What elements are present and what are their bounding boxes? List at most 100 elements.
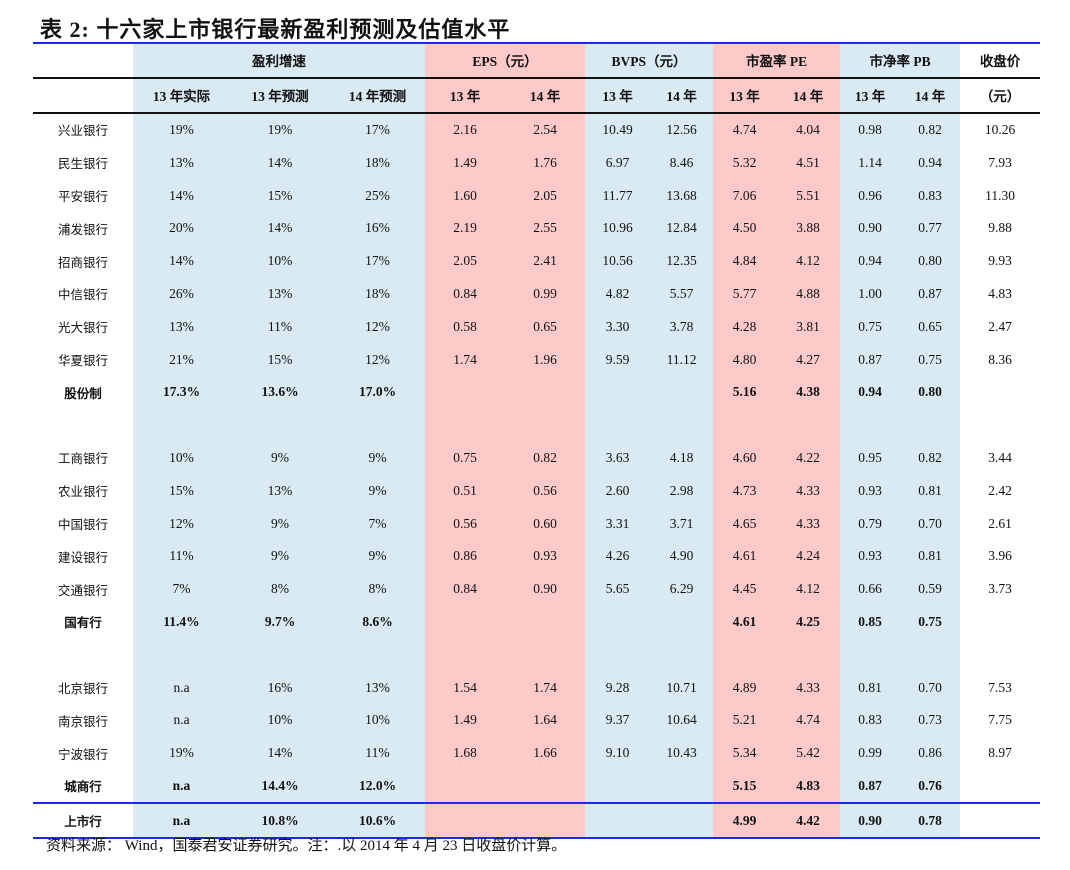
table-cell: 10.43 (650, 736, 714, 770)
table-cell: 14% (230, 146, 330, 180)
table-cell: 0.93 (840, 539, 901, 573)
table-cell: 13% (230, 277, 330, 311)
sub-header: 14 年 (505, 76, 586, 114)
table-cell: 4.28 (713, 310, 777, 344)
table-cell: 12% (133, 507, 230, 540)
table-cell (585, 769, 651, 805)
table-cell: 17% (330, 244, 425, 278)
table-cell: 1.14 (840, 146, 901, 180)
table-cell (585, 375, 651, 409)
table-cell: 9% (330, 441, 425, 475)
table-row: 中信银行 26% 13% 18% 0.84 0.99 4.82 5.57 5.77 4.88 1.0… (33, 277, 1040, 311)
table-cell (505, 803, 586, 840)
bank-name: 兴业银行 (57, 123, 108, 139)
table-cell: 0.59 (900, 572, 961, 606)
table-row: 兴业银行 19% 19% 17% 2.16 2.54 10.49 12.56 4.74 4.04 0… (33, 112, 1040, 147)
table-row: 华夏银行 21% 15% 12% 1.74 1.96 9.59 11.12 4.80 4.27 0.… (33, 343, 1040, 376)
table-cell: 9.10 (585, 736, 651, 770)
table-cell: n.a (133, 769, 230, 805)
table-cell: 0.95 (840, 441, 901, 475)
table-cell: 12.84 (650, 211, 714, 245)
bank-name: 中信银行 (57, 287, 108, 303)
table-cell: 0.70 (900, 671, 961, 704)
table-cell (960, 769, 1041, 805)
table-cell: 0.75 (900, 605, 961, 639)
table-row: 上市行 n.a 10.8% 10.6% 4.99 4.42 0.90 0.78 (33, 803, 1041, 840)
table-cell: 11.4% (133, 605, 230, 639)
table-cell (505, 605, 586, 639)
table-cell: 0.81 (900, 539, 961, 573)
bank-name (33, 638, 133, 671)
table-cell: 14% (133, 244, 230, 278)
sub-header: 14 年 (776, 76, 841, 114)
table-cell (713, 638, 777, 672)
table-cell: 8.36 (988, 351, 1012, 367)
table-cell: 1.68 (425, 736, 505, 770)
table-title: 表 2: 十六家上市银行最新盈利预测及估值水平 (40, 17, 511, 42)
table-cell: 0.82 (900, 112, 961, 147)
table-cell: 4.74 (776, 703, 841, 737)
table-cell: 4.60 (713, 441, 777, 475)
sub-header: 14 年 (900, 76, 961, 114)
table-cell: 4.82 (585, 277, 651, 311)
table-cell: 0.90 (505, 572, 586, 606)
source-note: 资料来源： Wind，国泰君安证券研究。注：.以 2014 年 4 月 23 日… (46, 838, 567, 854)
sub-header: 13 年实际 (133, 76, 230, 114)
table-cell: 3.96 (988, 548, 1012, 564)
table-cell: 9% (230, 441, 330, 475)
sub-header: 14 年 (650, 76, 714, 114)
table-cell: 2.16 (425, 112, 505, 147)
table-cell: 4.33 (776, 507, 841, 540)
table-cell: 2.61 (988, 515, 1012, 531)
table-row: 交通银行 7% 8% 8% 0.84 0.90 5.65 6.29 4.45 4.12 0.66 0.… (33, 572, 1040, 606)
table-cell: 4.88 (776, 277, 841, 311)
table-cell: 1.49 (425, 703, 505, 737)
table-cell: 3.44 (988, 449, 1012, 465)
table-cell: 0.93 (840, 474, 901, 508)
table-cell: 0.81 (840, 671, 901, 704)
table-cell: 0.80 (900, 375, 961, 409)
table-cell (776, 408, 841, 442)
table-cell: 16% (330, 211, 425, 245)
bank-name: 国有行 (64, 615, 102, 631)
table-cell: 4.42 (776, 803, 841, 840)
table-cell: n.a (133, 703, 230, 737)
table-row: 股份制 17.3% 13.6% 17.0% 5.16 4.38 0.94 0.80 (33, 375, 1040, 409)
table-cell: 0.84 (425, 572, 505, 606)
table-cell: 0.96 (840, 179, 901, 212)
table-cell: 4.12 (776, 572, 841, 606)
table-cell: 0.56 (505, 474, 586, 508)
table-cell: 13.6% (230, 375, 330, 409)
bank-name: 中国银行 (57, 517, 108, 533)
table-cell: 20% (133, 211, 230, 245)
table-cell: 10.56 (585, 244, 651, 278)
table-cell: 5.42 (776, 736, 841, 770)
table-cell: 4.89 (713, 671, 777, 704)
table-cell: 0.86 (900, 736, 961, 770)
table-cell: 4.61 (713, 605, 777, 639)
table-cell: 7.06 (713, 179, 777, 212)
table-cell: 1.76 (505, 146, 586, 180)
table-row: 光大银行 13% 11% 12% 0.58 0.65 3.30 3.78 4.28 3.81 0.7… (33, 310, 1040, 344)
bank-name: 浦发银行 (57, 221, 108, 237)
table-cell: 14% (230, 736, 330, 770)
table-cell: 0.83 (900, 179, 961, 212)
table-cell: 19% (133, 112, 230, 147)
table-cell: 15% (230, 179, 330, 212)
table-cell: 9% (230, 539, 330, 573)
table-cell: 4.38 (776, 375, 841, 409)
table-cell: 4.83 (776, 769, 841, 805)
table-cell: 4.51 (776, 146, 841, 180)
table-cell: 0.70 (900, 507, 961, 540)
table-row: 北京银行 n.a 16% 13% 1.54 1.74 9.28 10.71 4.89 4.33 0.… (33, 671, 1040, 704)
table-cell: 3.88 (776, 211, 841, 245)
table-cell (650, 803, 714, 840)
table-cell (425, 408, 505, 442)
table-cell: 8% (330, 572, 425, 606)
table-cell: 0.94 (900, 146, 961, 180)
corner-cell (33, 42, 133, 78)
table-cell (505, 375, 586, 409)
table-cell: 18% (330, 146, 425, 180)
header-pe: 市盈率 PE (713, 42, 841, 78)
bank-name: 交通银行 (57, 582, 108, 598)
